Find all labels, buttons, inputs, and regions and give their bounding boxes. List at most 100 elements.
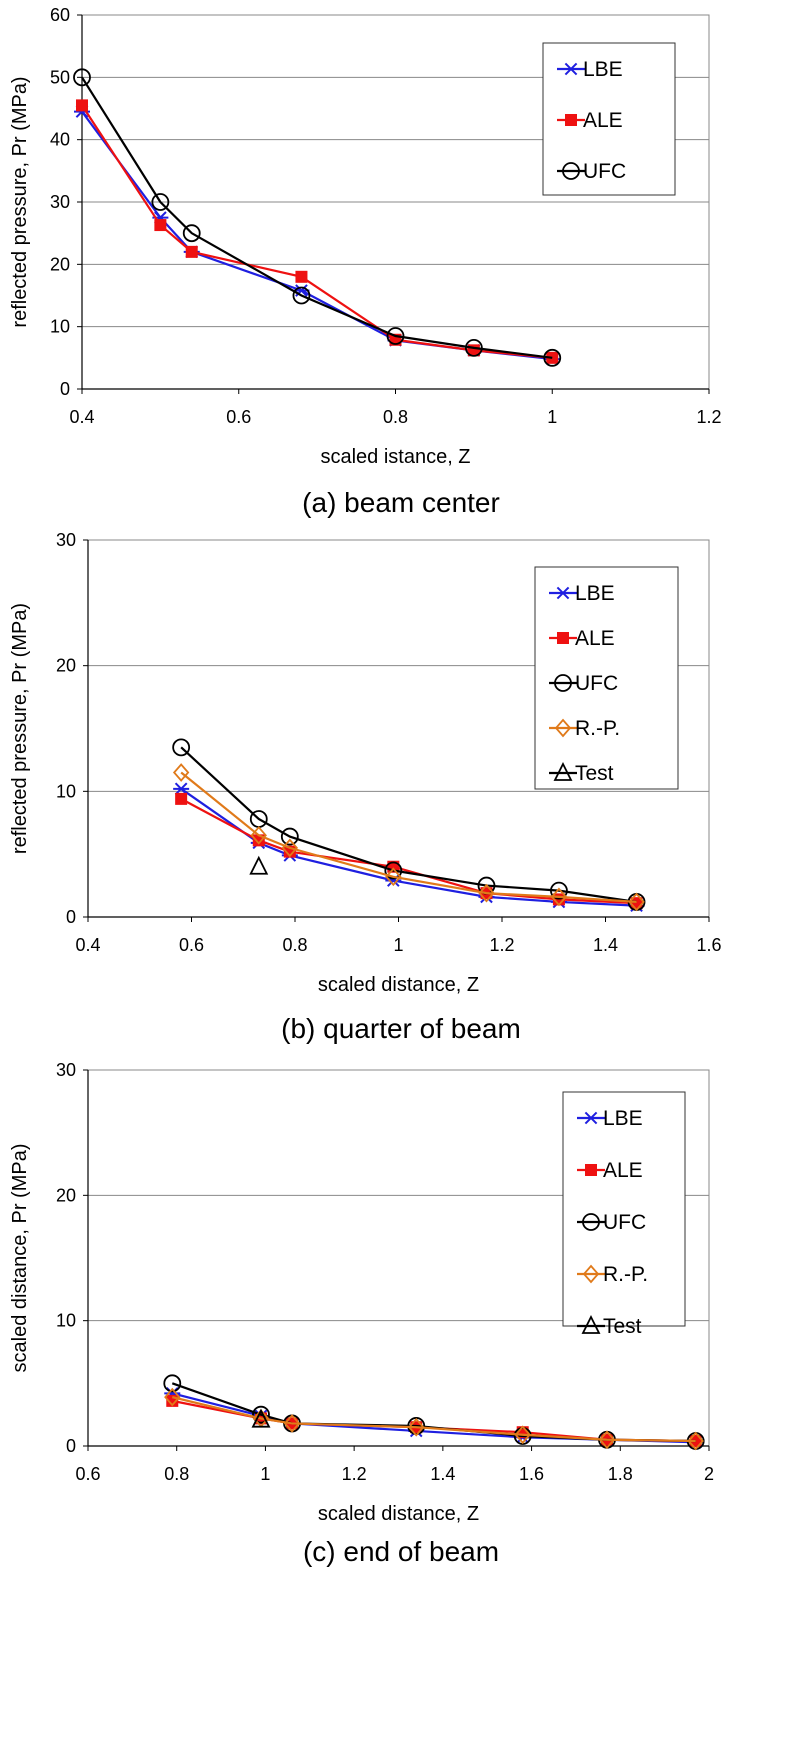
y-tick-label: 50 xyxy=(50,67,70,87)
legend-marker xyxy=(554,718,572,738)
data-point xyxy=(175,792,188,805)
data-point xyxy=(185,245,198,258)
legend-marker xyxy=(554,674,572,692)
data-point xyxy=(550,887,568,907)
legend-label: LBE xyxy=(583,58,623,81)
legend-item: R.-P. xyxy=(549,717,620,740)
legend-marker xyxy=(582,1264,600,1284)
legend-marker xyxy=(555,586,571,600)
series-lbe xyxy=(74,105,561,366)
data-point xyxy=(163,1374,182,1393)
y-tick-label: 10 xyxy=(50,317,70,337)
data-point xyxy=(385,867,402,887)
x-tick-label: 0.4 xyxy=(75,935,100,955)
legend-item: Test xyxy=(577,1314,642,1338)
legend-label: UFC xyxy=(583,160,626,183)
legend-label: ALE xyxy=(583,109,623,132)
legend-item: ALE xyxy=(577,1159,643,1182)
data-point xyxy=(283,1414,301,1433)
y-tick-label: 0 xyxy=(60,379,70,399)
x-tick-label: 0.8 xyxy=(282,935,307,955)
x-tick-label: 2 xyxy=(704,1464,714,1484)
data-point xyxy=(173,782,190,796)
y-axis-title: reflected pressure, Pr (MPa) xyxy=(9,76,31,327)
series-ale xyxy=(76,99,559,364)
legend-marker xyxy=(562,162,580,180)
chart-caption: (a) beam center xyxy=(302,487,500,518)
x-tick-label: 1 xyxy=(260,1464,270,1484)
data-point xyxy=(514,1425,531,1445)
legend-label: R.-P. xyxy=(603,1263,648,1286)
legend-label: LBE xyxy=(575,582,615,605)
data-point xyxy=(172,738,191,757)
series-test xyxy=(251,1408,271,1428)
data-point xyxy=(281,838,299,858)
data-point xyxy=(598,1430,616,1450)
data-point xyxy=(384,861,403,880)
series-line xyxy=(180,746,637,904)
data-point xyxy=(464,338,483,357)
legend-item: ALE xyxy=(557,109,623,132)
y-axis-title: reflected pressure, Pr (MPa) xyxy=(9,603,31,854)
legend: LBE ALE UFC R.-P. Test xyxy=(534,566,679,790)
legend-marker xyxy=(565,114,577,126)
data-point xyxy=(478,883,495,903)
data-point xyxy=(386,327,405,345)
y-tick-label: 10 xyxy=(56,781,76,801)
x-tick-label: 0.8 xyxy=(164,1464,189,1484)
data-point xyxy=(151,193,170,211)
legend-item: UFC xyxy=(577,1211,646,1234)
legend-label: R.-P. xyxy=(575,717,620,740)
legend-item: LBE xyxy=(577,1107,643,1130)
legend-label: UFC xyxy=(575,672,618,695)
legend-marker xyxy=(585,1164,597,1176)
data-point xyxy=(250,825,267,845)
y-tick-label: 0 xyxy=(66,1436,76,1456)
legend-item: UFC xyxy=(557,160,626,183)
x-tick-label: 1.6 xyxy=(696,935,721,955)
chart-3: 0 10 20 30 0.6 0.8 1 1.2 1.4 1.6 1.8 2 scaled distan… xyxy=(9,1060,714,1567)
series-line xyxy=(81,104,553,359)
series-line xyxy=(180,797,637,905)
y-tick-label: 30 xyxy=(56,530,76,550)
legend-item: R.-P. xyxy=(577,1263,648,1286)
legend: LBE ALE UFC R.-P. Test xyxy=(562,1091,686,1338)
legend-marker xyxy=(582,1213,600,1231)
y-tick-label: 60 xyxy=(50,5,70,25)
x-tick-label: 0.6 xyxy=(75,1464,100,1484)
x-tick-label: 1.6 xyxy=(519,1464,544,1484)
x-tick-label: 1.2 xyxy=(342,1464,367,1484)
x-tick-label: 1.4 xyxy=(593,935,618,955)
legend-marker xyxy=(563,62,579,76)
data-point xyxy=(172,763,190,782)
legend-item: ALE xyxy=(549,627,615,650)
data-point xyxy=(164,1387,181,1407)
x-tick-label: 1.2 xyxy=(696,407,721,427)
legend-label: ALE xyxy=(603,1159,643,1182)
data-point xyxy=(550,881,568,900)
legend-box xyxy=(534,566,679,790)
series-test xyxy=(249,855,269,875)
y-tick-label: 30 xyxy=(56,1060,76,1080)
x-tick-label: 1 xyxy=(393,935,403,955)
x-tick-label: 0.6 xyxy=(179,935,204,955)
chart-1: 0 10 20 30 40 50 60 0.4 0.6 0.8 1 1.2 scaled istance… xyxy=(9,5,722,518)
data-point xyxy=(687,1431,704,1451)
legend-item: LBE xyxy=(557,58,623,81)
chart-2: 0 10 20 30 0.4 0.6 0.8 1 1.2 1.4 1.6 scaled distanc… xyxy=(9,530,722,1044)
x-axis-title: scaled istance, Z xyxy=(320,446,470,468)
legend-marker xyxy=(553,761,573,781)
data-point xyxy=(628,892,645,912)
x-tick-label: 1.8 xyxy=(608,1464,633,1484)
legend-label: UFC xyxy=(603,1211,646,1234)
y-tick-label: 20 xyxy=(50,254,70,274)
x-tick-label: 1.4 xyxy=(430,1464,455,1484)
legend-item: UFC xyxy=(549,672,618,695)
chart-caption: (b) quarter of beam xyxy=(281,1013,521,1044)
series-line xyxy=(180,787,637,907)
series-lbe xyxy=(164,1387,704,1449)
data-point xyxy=(154,219,167,232)
legend-item: Test xyxy=(549,761,614,785)
legend-marker xyxy=(583,1111,599,1125)
